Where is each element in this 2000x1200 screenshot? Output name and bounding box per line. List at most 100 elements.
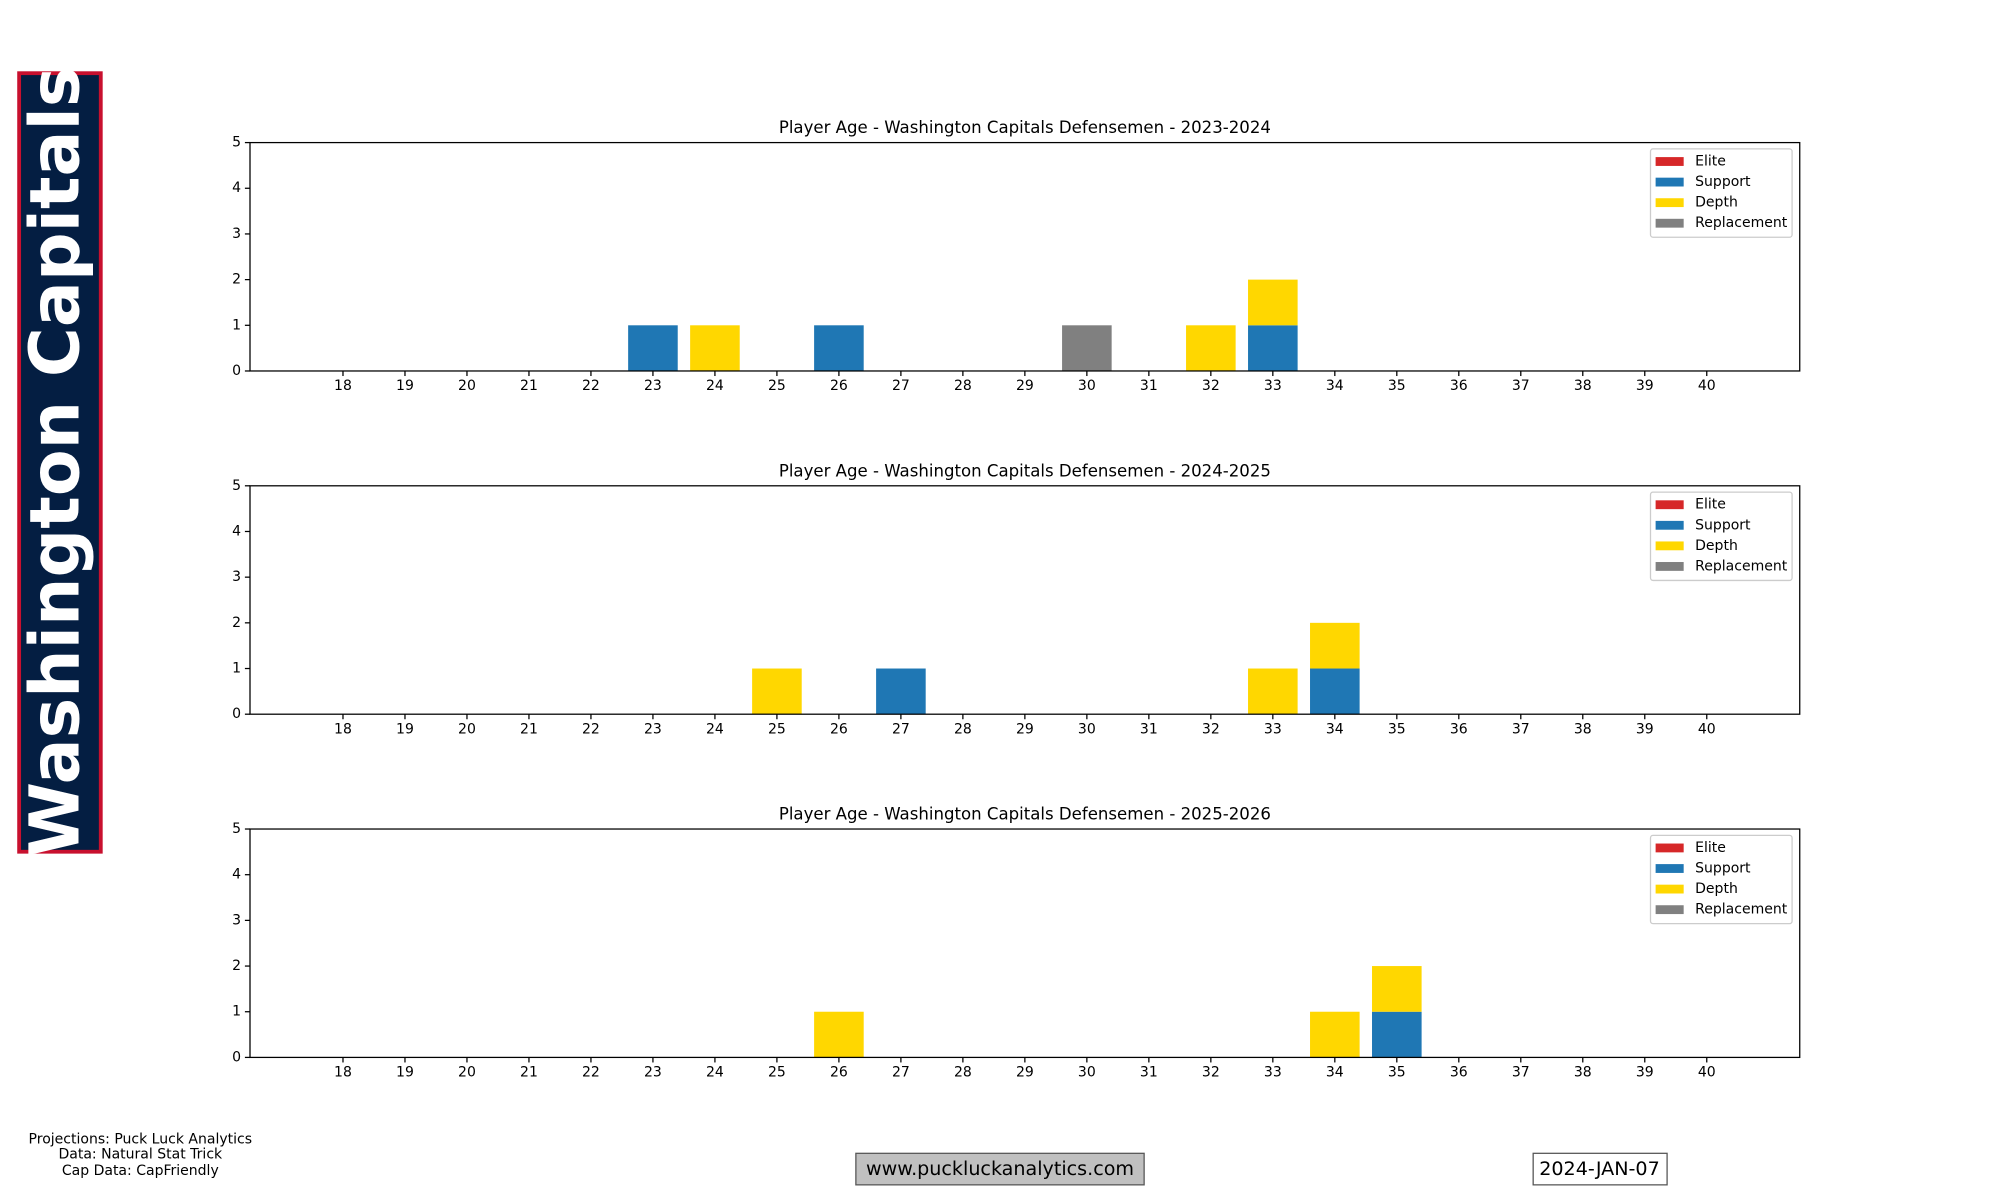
x-tick-label: 40 [1698,378,1716,394]
chart-title: Player Age - Washington Capitals Defense… [779,805,1271,824]
legend-box [1649,148,1793,238]
y-tick-label: 1 [232,661,241,677]
bar [1372,1011,1422,1058]
x-tick-label: 22 [582,721,600,737]
credit: Cap Data: CapFriendly [62,1163,219,1179]
x-tick-label: 24 [706,721,724,737]
y-tick-label: 5 [232,135,241,151]
legend-label: Support [1695,861,1751,877]
y-tick-label: 1 [232,1004,241,1020]
bar [1248,325,1298,371]
legend-label: Replacement [1695,558,1788,574]
legend-swatch [1655,541,1684,551]
date: 2024-JAN-07 [1539,1158,1660,1180]
y-tick-label: 3 [232,569,241,585]
y-tick-label: 0 [232,1049,241,1065]
bar [876,668,926,715]
x-tick-label: 31 [1140,1065,1158,1081]
y-tick-label: 3 [232,226,241,242]
x-tick-label: 38 [1574,378,1592,394]
x-tick-label: 39 [1636,1065,1654,1081]
x-tick-label: 26 [830,1065,848,1081]
x-tick-label: 33 [1264,378,1282,394]
x-tick-label: 24 [706,378,724,394]
legend-swatch [1655,198,1684,208]
date-box [1532,1152,1668,1186]
legend-label: Support [1695,174,1751,190]
x-tick-label: 25 [768,378,786,394]
x-tick-label: 30 [1078,378,1096,394]
x-tick-label: 25 [768,721,786,737]
legend-label: Replacement [1695,902,1788,918]
legend-swatch [1655,218,1684,228]
x-tick-label: 22 [582,378,600,394]
legend-label: Elite [1695,840,1726,856]
x-tick-label: 21 [520,721,538,737]
legend-label: Depth [1695,881,1738,897]
y-tick-label: 4 [232,867,241,883]
x-tick-label: 22 [582,1065,600,1081]
legend-label: Elite [1695,154,1726,170]
legend-swatch [1655,177,1684,187]
y-tick-label: 4 [232,524,241,540]
bar [814,325,864,371]
x-tick-label: 37 [1512,378,1530,394]
x-tick-label: 18 [334,378,352,394]
x-tick-label: 27 [892,378,910,394]
x-tick-label: 32 [1202,1065,1220,1081]
banner-text: Washington Capitals [15,67,95,858]
x-tick-label: 26 [830,721,848,737]
x-tick-label: 34 [1326,721,1344,737]
x-tick-label: 32 [1202,721,1220,737]
x-tick-label: 34 [1326,378,1344,394]
y-tick-label: 0 [232,706,241,722]
y-tick-label: 0 [232,363,241,379]
legend-label: Elite [1695,497,1726,513]
x-tick-label: 34 [1326,1065,1344,1081]
bar [1248,279,1298,326]
credit: Projections: Puck Luck Analytics [29,1131,252,1147]
x-tick-label: 40 [1698,1065,1716,1081]
y-tick-label: 5 [232,821,241,837]
legend-swatch [1655,884,1684,894]
x-tick-label: 24 [706,1065,724,1081]
x-tick-label: 35 [1388,721,1406,737]
chart-title: Player Age - Washington Capitals Defense… [779,118,1271,137]
bar [814,1011,864,1058]
bar [1310,668,1360,715]
x-tick-label: 20 [458,721,476,737]
y-tick-label: 1 [232,317,241,333]
bar [1372,966,1422,1012]
y-tick-label: 2 [232,958,241,974]
legend-swatch [1655,500,1684,510]
legend-box [1649,834,1793,925]
x-tick-label: 35 [1388,378,1406,394]
chart-title: Player Age - Washington Capitals Defense… [779,461,1271,480]
x-tick-label: 23 [644,378,662,394]
x-tick-label: 35 [1388,1065,1406,1081]
legend-swatch [1655,905,1684,915]
bar [1310,1011,1360,1058]
legend-swatch [1655,157,1684,166]
y-tick-label: 2 [232,272,241,288]
bar [628,325,678,371]
plot-frame [249,828,1801,1059]
legend-swatch [1655,562,1684,571]
x-tick-label: 38 [1574,721,1592,737]
bar [1310,622,1360,669]
legend-label: Support [1695,517,1751,533]
plot-frame [249,485,1801,715]
x-tick-label: 36 [1450,1065,1468,1081]
x-tick-label: 25 [768,1065,786,1081]
x-tick-label: 30 [1078,1065,1096,1081]
x-tick-label: 30 [1078,721,1096,737]
plot-frame [249,141,1801,372]
x-tick-label: 21 [520,1065,538,1081]
website: www.puckluckanalytics.com [866,1158,1134,1180]
x-tick-label: 21 [520,378,538,394]
x-tick-label: 19 [396,721,414,737]
x-tick-label: 39 [1636,378,1654,394]
x-tick-label: 31 [1140,721,1158,737]
